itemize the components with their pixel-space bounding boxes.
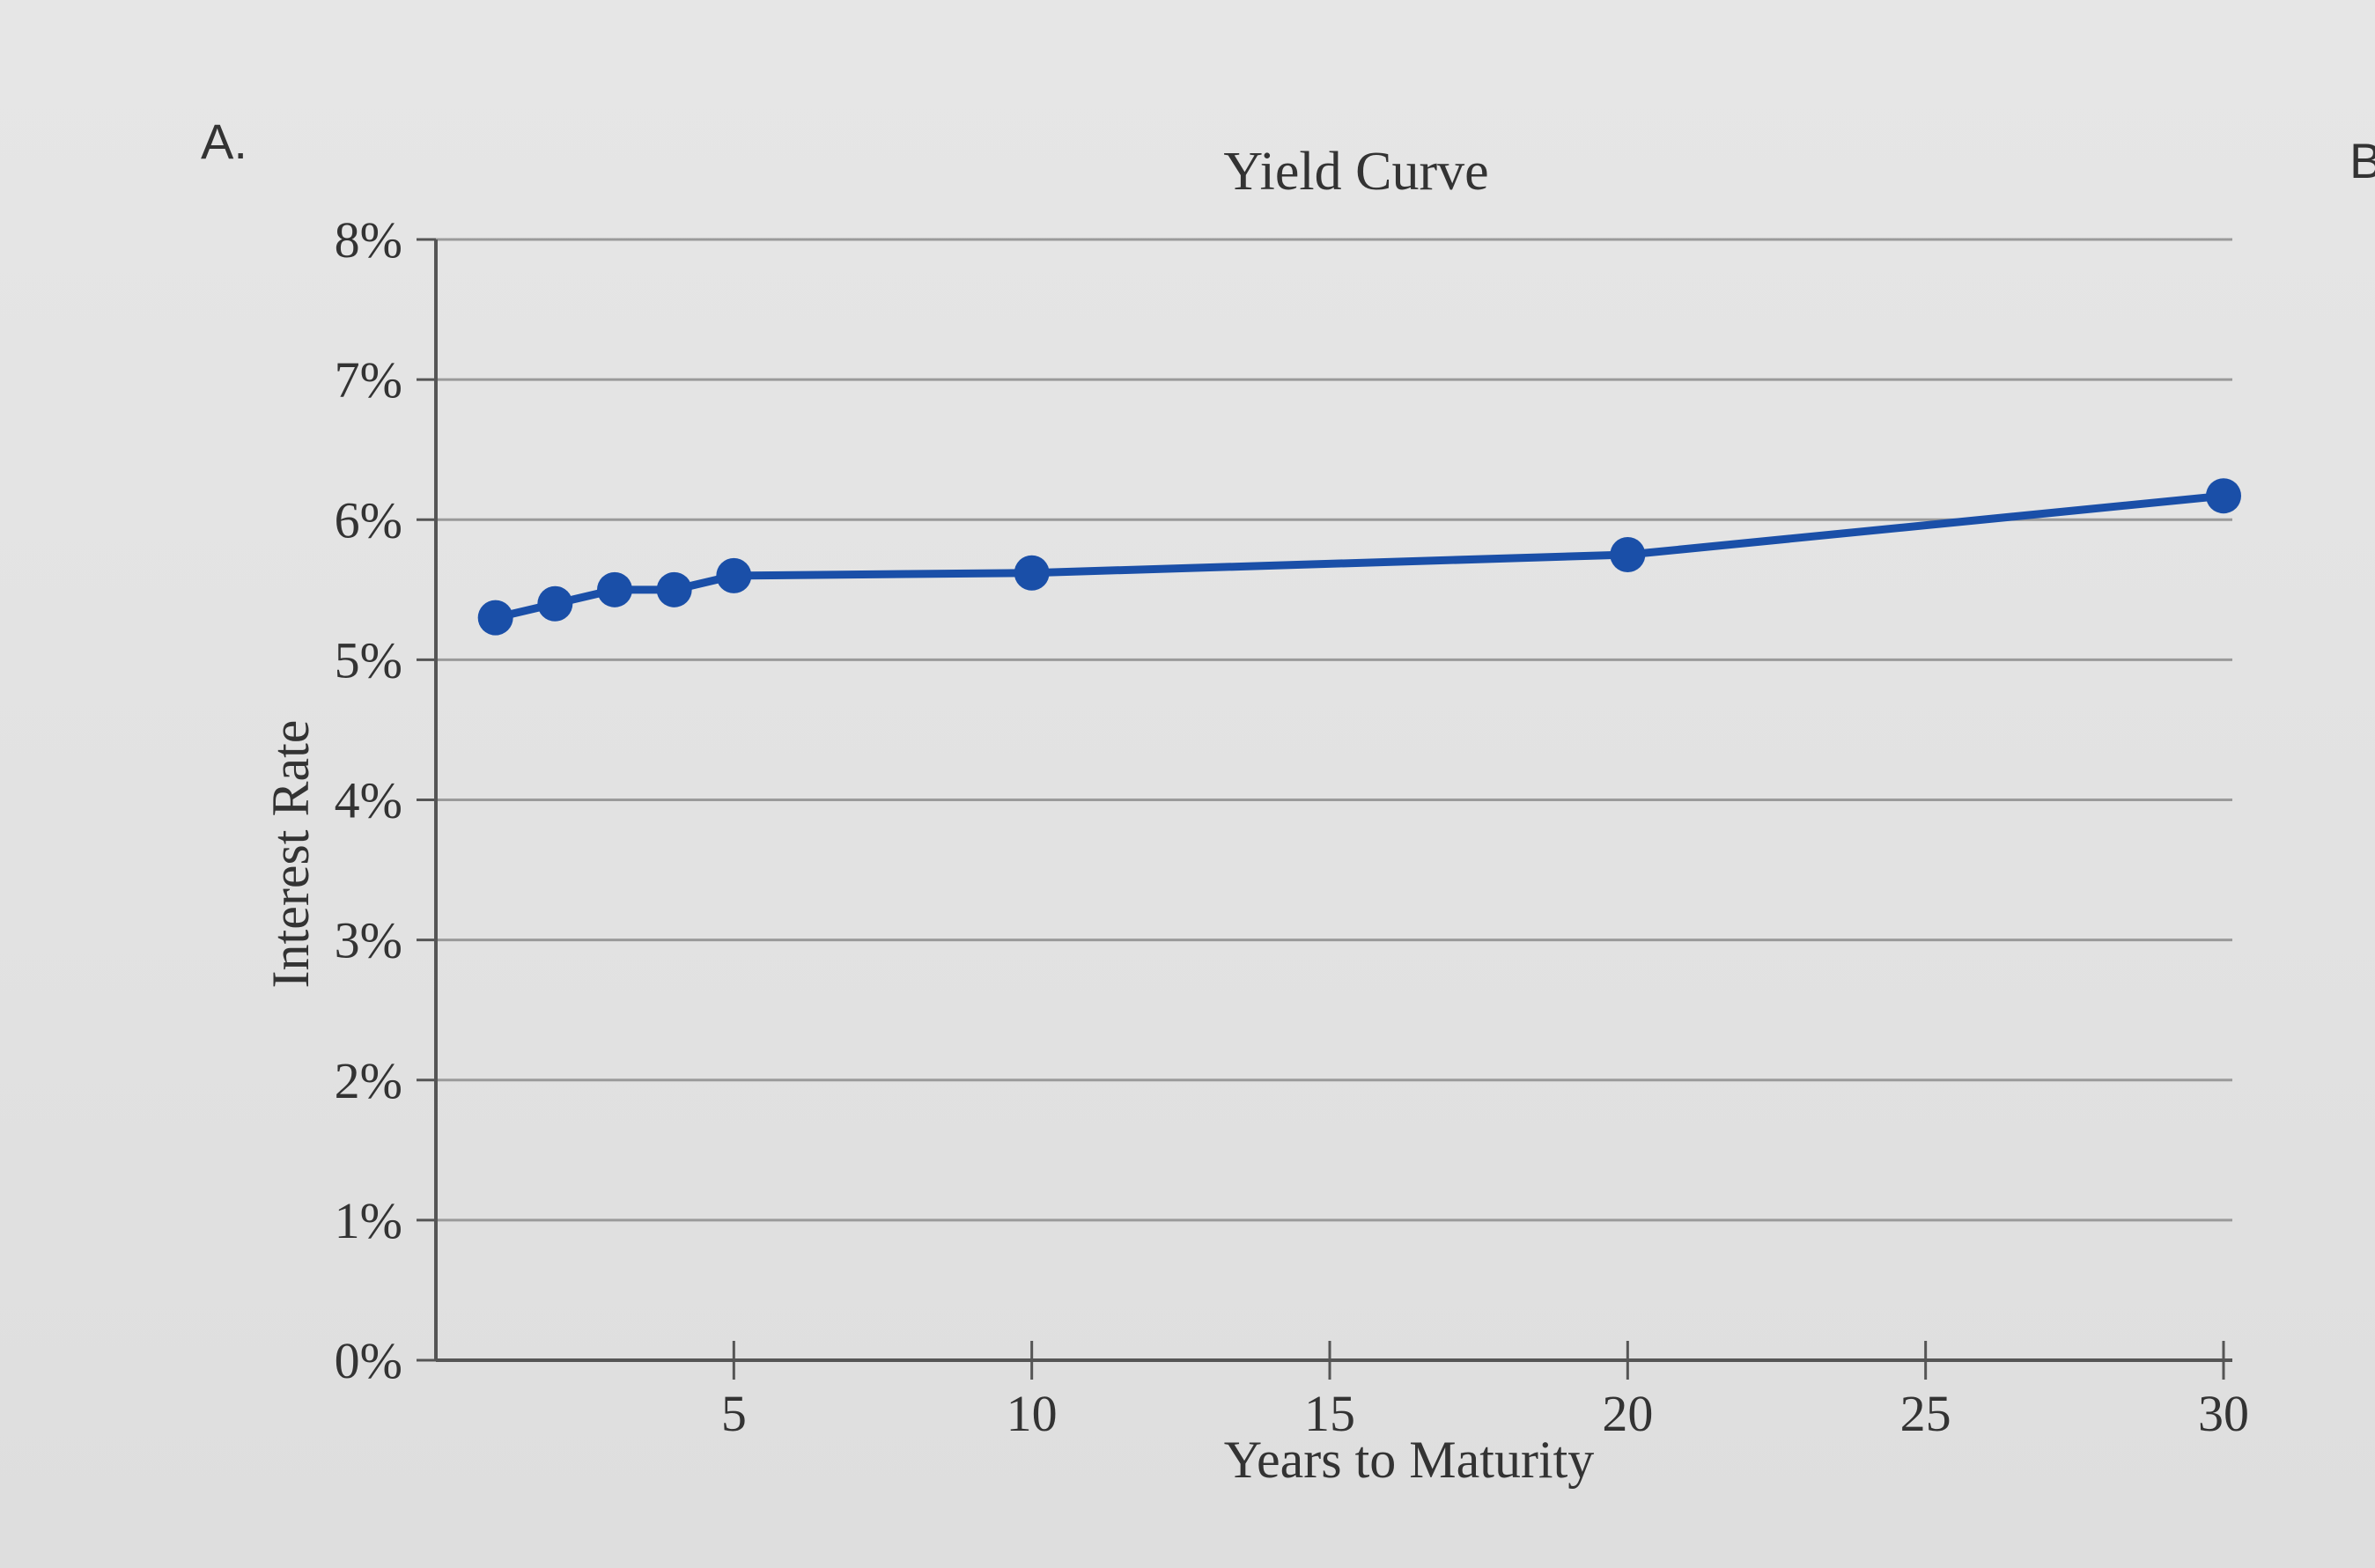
data-point-30	[2206, 478, 2241, 514]
chart-title: Yield Curve	[1223, 142, 1488, 202]
x-tick-label-20: 20	[1602, 1385, 1653, 1442]
data-point-20	[1610, 537, 1646, 573]
y-tick-label-8: 8%	[335, 211, 402, 269]
data-point-3	[597, 571, 632, 607]
x-tick-label-15: 15	[1304, 1385, 1355, 1442]
series-layer	[477, 478, 2241, 636]
x-axis-label: Years to Maturity	[1224, 1431, 1595, 1489]
y-tick-label-6: 6%	[335, 491, 402, 548]
data-point-10	[1014, 555, 1050, 591]
y-axis-label: Interest Rate	[262, 720, 320, 989]
x-axis-ticks: 5 10 15 20 25 30	[721, 1341, 2249, 1442]
data-point-2	[537, 585, 573, 622]
figure-label-a: A.	[201, 114, 247, 169]
data-point-1	[477, 600, 513, 636]
y-tick-label-7: 7%	[335, 351, 402, 409]
y-axis-ticks: 0% 1% 2% 3% 4% 5% 6% 7% 8%	[335, 211, 436, 1389]
y-tick-label-4: 4%	[335, 772, 402, 829]
y-tick-label-5: 5%	[335, 631, 402, 688]
gridlines	[436, 238, 2232, 1222]
x-tick-label-5: 5	[721, 1385, 747, 1442]
x-tick-label-25: 25	[1900, 1385, 1951, 1442]
series-line-0	[491, 491, 2228, 622]
y-tick-label-1: 1%	[335, 1192, 402, 1249]
data-point-5	[716, 557, 752, 593]
x-tick-label-30: 30	[2198, 1385, 2249, 1442]
y-tick-label-3: 3%	[335, 912, 402, 969]
figure-label-b: B	[2349, 133, 2375, 188]
data-point-4	[656, 571, 692, 607]
y-tick-label-0: 0%	[335, 1332, 402, 1389]
x-tick-label-10: 10	[1007, 1385, 1058, 1442]
y-tick-label-2: 2%	[335, 1052, 402, 1109]
